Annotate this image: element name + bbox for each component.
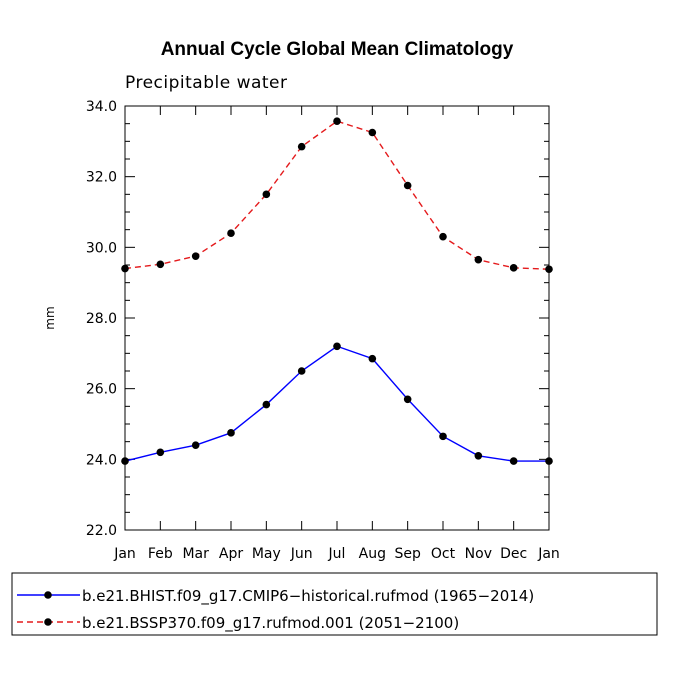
data-point-series-1 — [403, 181, 412, 190]
x-tick-label: Jul — [328, 546, 346, 562]
legend-marker-0 — [44, 591, 52, 599]
x-tick-label: Jan — [537, 546, 560, 562]
legend-label-0: b.e21.BHIST.f09_g17.CMIP6−historical.ruf… — [82, 587, 534, 606]
data-point-series-0 — [297, 367, 306, 375]
data-point-series-0 — [509, 457, 518, 465]
data-point-series-1 — [121, 264, 129, 273]
data-point-series-0 — [545, 457, 553, 465]
x-tick-label: Jun — [290, 546, 313, 562]
data-point-series-0 — [156, 448, 165, 457]
data-point-series-0 — [121, 457, 129, 465]
data-point-series-1 — [439, 232, 447, 241]
series-line-1 — [124, 120, 550, 270]
data-point-series-1 — [227, 229, 235, 237]
data-point-series-1 — [262, 190, 271, 199]
x-tick-label: Oct — [431, 546, 456, 562]
legend: b.e21.BHIST.f09_g17.CMIP6−historical.ruf… — [17, 587, 534, 633]
series-group — [121, 117, 553, 465]
x-tick-label: Mar — [182, 546, 209, 562]
data-point-series-0 — [333, 342, 341, 351]
data-point-series-1 — [156, 260, 165, 269]
data-point-series-0 — [227, 429, 235, 437]
x-tick-label: Dec — [500, 546, 527, 562]
data-point-series-1 — [474, 255, 483, 264]
data-point-series-1 — [509, 264, 518, 272]
plot-frame — [124, 105, 550, 531]
data-point-series-1 — [333, 117, 341, 125]
data-point-series-0 — [262, 400, 271, 409]
x-tick-label: Apr — [219, 546, 243, 562]
y-tick-label: 28.0 — [86, 311, 117, 327]
legend-marker-1 — [44, 618, 52, 626]
y-tick-labels: 22.0 24.0 26.0 28.0 30.0 32.0 34.0 — [86, 99, 117, 539]
y-axis-label: mm — [43, 306, 57, 329]
x-tick-label: Nov — [465, 546, 492, 562]
data-point-series-1 — [368, 128, 377, 137]
x-tick-label: May — [252, 546, 281, 562]
x-tick-label: Jan — [113, 546, 136, 562]
y-tick-label: 34.0 — [86, 99, 117, 115]
chart-title: Annual Cycle Global Mean Climatology — [161, 39, 514, 60]
data-point-series-0 — [439, 432, 447, 441]
y-tick-label: 32.0 — [86, 170, 117, 186]
data-point-series-0 — [474, 452, 483, 460]
x-tick-labels: Jan Feb Mar Apr May Jun Jul Aug Sep Oct Nov Dec Jan — [113, 546, 560, 562]
data-point-series-1 — [191, 252, 200, 260]
data-point-series-1 — [297, 142, 306, 151]
data-point-series-1 — [545, 265, 553, 274]
data-point-series-0 — [368, 354, 377, 363]
chart-subtitle: Precipitable water — [125, 73, 288, 93]
x-tick-label: Aug — [359, 546, 386, 562]
axis-ticks — [124, 105, 550, 531]
legend-box — [11, 572, 658, 636]
y-tick-label: 22.0 — [86, 523, 117, 539]
legend-label-1: b.e21.BSSP370.f09_g17.rufmod.001 (2051−2… — [82, 614, 459, 633]
y-tick-label: 26.0 — [86, 382, 117, 398]
x-tick-label: Sep — [394, 546, 421, 562]
y-tick-label: 24.0 — [86, 452, 117, 468]
data-point-series-0 — [403, 395, 412, 404]
data-point-series-0 — [191, 441, 200, 450]
y-tick-label: 30.0 — [86, 240, 117, 256]
x-tick-label: Feb — [148, 546, 173, 562]
series-line-0 — [124, 345, 549, 462]
